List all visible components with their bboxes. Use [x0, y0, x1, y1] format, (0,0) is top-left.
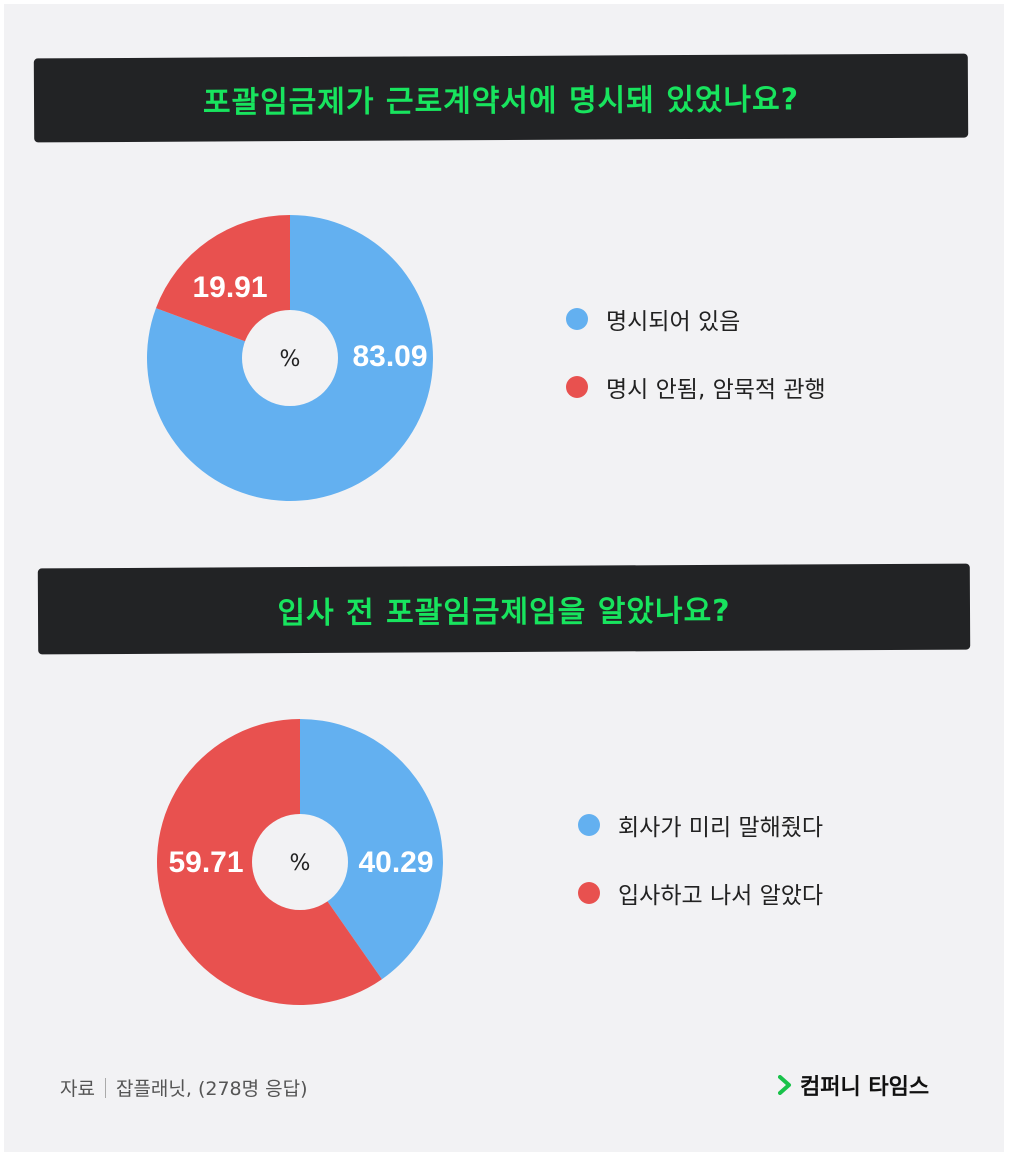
chart1-donut: % 83.09 19.91 [147, 215, 433, 501]
chart2-center-label: % [290, 851, 311, 876]
legend-dot-blue-icon [578, 814, 600, 836]
chart1-legend-item-0: 명시되어 있음 [566, 302, 826, 336]
legend-dot-blue-icon [566, 308, 588, 330]
brand-name: 컴퍼니 타임스 [800, 1075, 930, 1100]
chart1-slice-label-0: 83.09 [352, 340, 427, 373]
chart2-donut: % 40.29 59.71 [156, 719, 443, 1005]
source-text: 잡플래닛, (278명 응답) [115, 1078, 308, 1100]
separator [104, 1077, 106, 1098]
chart2-legend: 회사가 미리 말해줬다 입사하고 나서 알았다 [578, 808, 823, 944]
chart2-legend-item-1: 입사하고 나서 알았다 [578, 876, 823, 910]
chart1-slice-1 [155, 215, 290, 358]
legend-label: 명시되어 있음 [606, 309, 741, 335]
legend-label: 입사하고 나서 알았다 [618, 883, 824, 909]
chart2-title-banner: 입사 전 포괄임금제임을 알았나요? [37, 563, 971, 655]
chart1-donut-hole [242, 310, 338, 406]
source-credit: 자료 잡플래닛, (278명 응답) [60, 1074, 308, 1101]
source-label: 자료 [60, 1078, 95, 1100]
chart1-slice-label-1: 19.91 [192, 271, 267, 304]
legend-label: 회사가 미리 말해줬다 [618, 815, 824, 841]
chevron-right-icon [778, 1075, 791, 1095]
chart2-slice-label-0: 40.29 [358, 846, 433, 879]
legend-label: 명시 안됨, 암묵적 관행 [606, 377, 826, 403]
chart2-slice-label-1: 59.71 [168, 846, 243, 879]
chart2-donut-hole [252, 814, 348, 910]
chart1-legend: 명시되어 있음 명시 안됨, 암묵적 관행 [566, 302, 826, 438]
chart1-center-label: % [280, 347, 301, 372]
chart1-title: 포괄임금제가 근로계약서에 명시돼 있었나요? [202, 82, 800, 121]
legend-dot-red-icon [578, 882, 600, 904]
brand-logo: 컴퍼니 타임스 [778, 1069, 929, 1101]
chart1-legend-item-1: 명시 안됨, 암묵적 관행 [566, 370, 826, 404]
chart2-title: 입사 전 포괄임금제임을 알았나요? [277, 593, 731, 632]
chart2-legend-item-0: 회사가 미리 말해줬다 [578, 808, 823, 842]
chart1-title-banner: 포괄임금제가 근로계약서에 명시돼 있었나요? [33, 53, 969, 143]
chart2-slice-0 [300, 719, 443, 980]
legend-dot-red-icon [566, 376, 588, 398]
